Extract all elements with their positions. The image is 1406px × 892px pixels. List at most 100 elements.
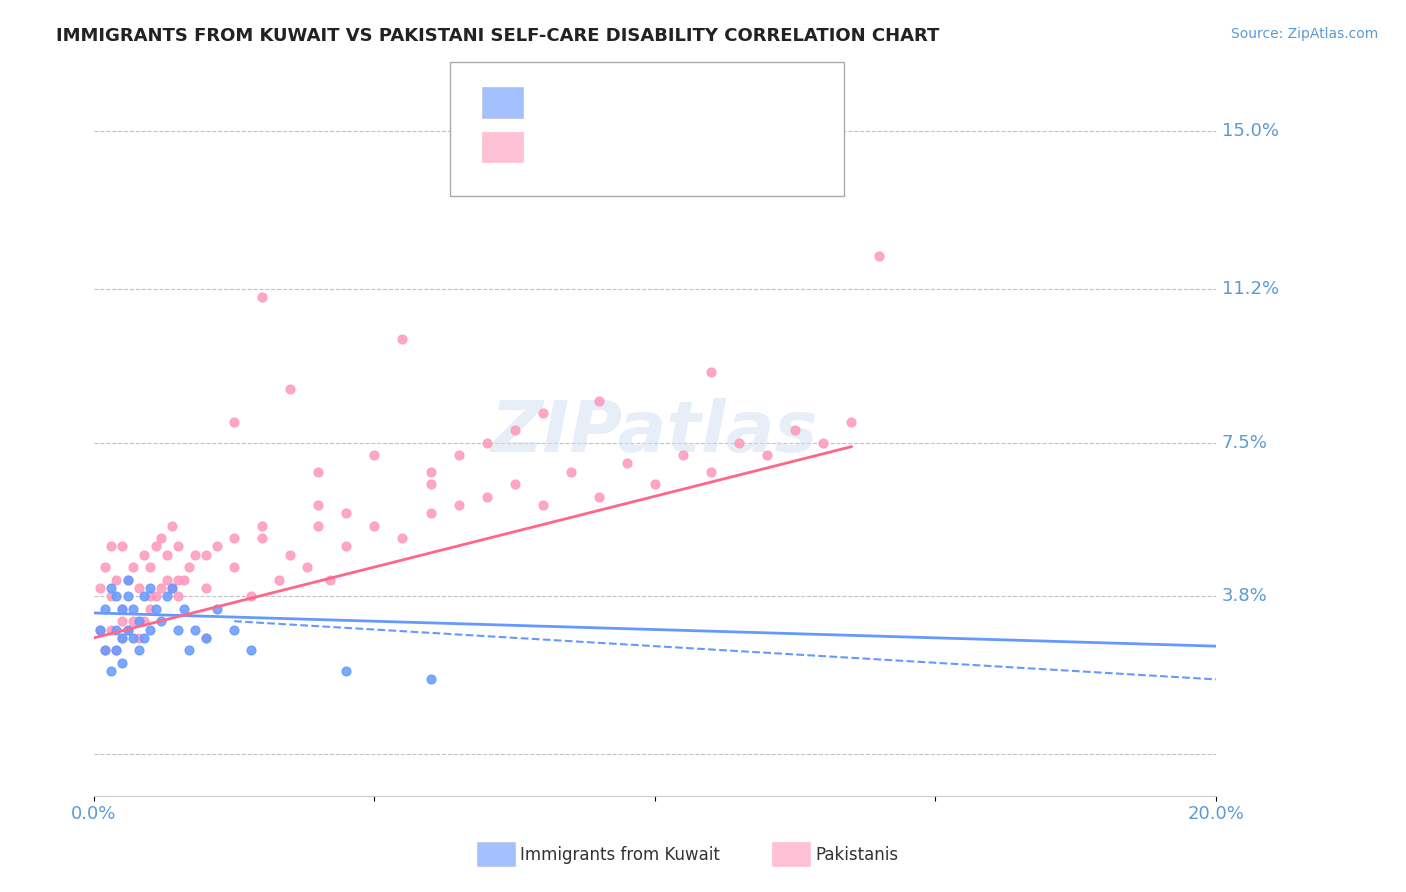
Pakistanis [195,631,218,645]
Pakistanis [145,589,167,603]
Pakistanis [207,540,229,554]
Pakistanis [139,560,162,574]
Immigrants from Kuwait [117,623,139,637]
Immigrants from Kuwait [173,601,195,615]
Pakistanis [89,581,111,595]
Text: Source: ZipAtlas.com: Source: ZipAtlas.com [1230,27,1378,41]
Pakistanis [503,423,526,437]
Pakistanis [162,518,184,533]
Pakistanis [105,643,128,657]
Immigrants from Kuwait [167,623,190,637]
Pakistanis [100,623,122,637]
Pakistanis [756,448,779,462]
Text: 15.0%: 15.0% [1222,122,1278,140]
Pakistanis [167,573,190,587]
Pakistanis [139,589,162,603]
Pakistanis [503,477,526,491]
Pakistanis [363,448,385,462]
Pakistanis [278,382,301,396]
Text: Pakistanis: Pakistanis [815,846,898,863]
Pakistanis [813,435,835,450]
Pakistanis [616,456,638,470]
Pakistanis [156,573,179,587]
Pakistanis [447,498,470,512]
Pakistanis [728,435,751,450]
Pakistanis [105,573,128,587]
Pakistanis [89,623,111,637]
Immigrants from Kuwait [145,601,167,615]
Pakistanis [868,248,890,262]
Immigrants from Kuwait [134,589,156,603]
Pakistanis [785,423,807,437]
Pakistanis [335,506,357,520]
Pakistanis [419,465,441,479]
Pakistanis [139,601,162,615]
Immigrants from Kuwait [150,614,173,628]
Pakistanis [94,560,117,574]
Pakistanis [94,643,117,657]
Pakistanis [700,365,723,379]
Pakistanis [307,465,329,479]
Pakistanis [447,448,470,462]
Pakistanis [295,560,318,574]
Immigrants from Kuwait [117,589,139,603]
Pakistanis [363,518,385,533]
Pakistanis [252,290,274,304]
Pakistanis [267,573,290,587]
Text: 11.2%: 11.2% [1222,280,1278,298]
Immigrants from Kuwait [122,601,145,615]
Pakistanis [156,548,179,562]
Pakistanis [531,498,554,512]
Immigrants from Kuwait [335,664,357,678]
Pakistanis [184,548,207,562]
Pakistanis [195,548,218,562]
Pakistanis [644,477,666,491]
Immigrants from Kuwait [100,664,122,678]
Immigrants from Kuwait [128,614,150,628]
Pakistanis [117,573,139,587]
Immigrants from Kuwait [195,631,218,645]
Immigrants from Kuwait [94,601,117,615]
Pakistanis [150,581,173,595]
Pakistanis [588,490,610,504]
Pakistanis [117,623,139,637]
Pakistanis [531,406,554,420]
Immigrants from Kuwait [240,643,263,657]
Pakistanis [111,540,134,554]
Pakistanis [145,540,167,554]
Immigrants from Kuwait [156,589,179,603]
Immigrants from Kuwait [105,589,128,603]
Pakistanis [111,601,134,615]
Pakistanis [100,589,122,603]
Immigrants from Kuwait [111,656,134,670]
Pakistanis [391,332,413,346]
Pakistanis [224,415,246,429]
Pakistanis [173,573,195,587]
Pakistanis [179,560,201,574]
Pakistanis [335,540,357,554]
Text: 3.8%: 3.8% [1222,587,1267,606]
Immigrants from Kuwait [184,623,207,637]
Pakistanis [150,531,173,545]
Immigrants from Kuwait [207,601,229,615]
Pakistanis [700,465,723,479]
Pakistanis [475,490,498,504]
Pakistanis [475,435,498,450]
Text: 7.5%: 7.5% [1222,434,1267,451]
Pakistanis [134,614,156,628]
Pakistanis [839,415,862,429]
Immigrants from Kuwait [179,643,201,657]
Pakistanis [307,498,329,512]
Immigrants from Kuwait [94,643,117,657]
Pakistanis [122,560,145,574]
Text: ZIPatlas: ZIPatlas [491,398,818,467]
Pakistanis [252,518,274,533]
Immigrants from Kuwait [139,581,162,595]
Pakistanis [588,394,610,409]
Pakistanis [419,477,441,491]
Immigrants from Kuwait [419,673,441,687]
Pakistanis [307,518,329,533]
Immigrants from Kuwait [111,601,134,615]
Pakistanis [167,540,190,554]
Text: R = -0.059   N = 36: R = -0.059 N = 36 [492,94,665,112]
